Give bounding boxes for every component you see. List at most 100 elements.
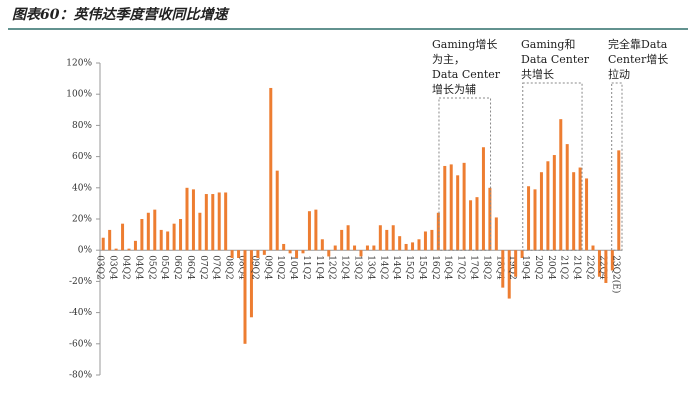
annotation-box <box>522 82 583 251</box>
bar <box>610 250 614 271</box>
x-tick-label: 17Q2 <box>456 255 466 280</box>
bar <box>559 119 563 251</box>
bar <box>121 223 125 251</box>
bar <box>295 250 299 258</box>
bar <box>546 161 550 251</box>
bar <box>481 147 485 251</box>
x-tick-label: 20Q4 <box>546 255 556 280</box>
bar <box>179 219 183 251</box>
y-tick-label: 120% <box>66 59 92 69</box>
annotation-box <box>438 97 492 251</box>
bar <box>140 219 144 251</box>
x-tick-label: 04Q4 <box>133 255 143 280</box>
bar <box>507 250 511 299</box>
x-tick-label: 19Q4 <box>520 255 530 280</box>
bar <box>475 197 479 251</box>
bar <box>191 189 195 251</box>
x-tick-label: 09Q4 <box>262 255 272 280</box>
chart-title: 图表60：英伟达季度营收同比增速 <box>12 6 230 23</box>
bar <box>494 217 498 251</box>
annotation: Center增长 <box>608 52 668 66</box>
bar <box>224 192 228 251</box>
bar <box>572 172 576 251</box>
bar <box>101 237 105 251</box>
annotation: 为主， <box>432 53 465 66</box>
bar <box>378 225 382 251</box>
bar <box>430 229 434 251</box>
bar <box>578 167 582 251</box>
x-tick-label: 21Q4 <box>572 255 582 280</box>
x-tick-label: 06Q4 <box>185 255 195 280</box>
bar <box>456 175 460 251</box>
x-tick-label: 19Q2 <box>507 255 517 280</box>
y-tick-label: -80% <box>69 371 92 381</box>
bar <box>211 194 215 251</box>
bar <box>249 250 253 318</box>
bar <box>372 245 376 251</box>
bar <box>436 212 440 251</box>
bar <box>237 250 241 258</box>
bar <box>269 87 273 251</box>
bar <box>333 245 337 251</box>
bar <box>301 250 305 254</box>
x-tick-label: 03Q2 <box>95 255 105 280</box>
y-tick-label: -20% <box>69 277 92 287</box>
annotation-box <box>611 82 623 251</box>
bar <box>565 144 569 251</box>
bar <box>198 212 202 251</box>
annotation: 拉动 <box>608 67 630 81</box>
x-tick-label: 21Q2 <box>559 255 569 280</box>
bar <box>346 225 350 251</box>
x-tick-label: 06Q2 <box>172 255 182 280</box>
bar <box>327 250 331 257</box>
bar <box>153 209 157 251</box>
x-tick-label: 08Q2 <box>224 255 234 280</box>
x-tick-label: 13Q4 <box>365 255 375 280</box>
x-tick-label: 23Q2(E) <box>610 255 621 293</box>
x-tick-label: 14Q2 <box>378 255 388 280</box>
x-tick-label: 10Q2 <box>275 255 285 280</box>
bar <box>597 250 601 277</box>
bar <box>108 229 112 251</box>
y-tick-label: 40% <box>72 183 92 193</box>
bar <box>539 172 543 251</box>
annotation: 共增长 <box>521 67 554 81</box>
bar <box>391 225 395 251</box>
bar <box>256 250 260 258</box>
bar <box>288 250 292 254</box>
bar <box>617 150 621 251</box>
bar <box>353 245 357 251</box>
y-tick-label: 20% <box>72 215 92 225</box>
bar <box>133 240 137 251</box>
x-tick-label: 15Q4 <box>417 255 427 280</box>
bar <box>172 223 176 251</box>
bar <box>514 250 518 277</box>
x-tick-label: 05Q2 <box>146 255 156 280</box>
x-tick-label: 22Q4 <box>597 255 607 280</box>
bar <box>217 192 221 251</box>
y-tick-label: 0% <box>78 246 93 256</box>
bar <box>385 229 389 251</box>
x-tick-label: 09Q2 <box>249 255 259 280</box>
x-tick-label: 11Q2 <box>301 255 311 280</box>
x-tick-label: 16Q2 <box>430 255 440 280</box>
x-tick-label: 04Q2 <box>121 255 131 280</box>
bar <box>411 242 415 251</box>
bar <box>359 250 363 257</box>
bar <box>307 211 311 251</box>
bar <box>166 231 170 251</box>
y-tick-label: 60% <box>72 152 92 162</box>
bar <box>552 155 556 251</box>
bar <box>527 186 531 251</box>
annotation: 增长为辅 <box>432 82 476 96</box>
bar <box>159 229 163 251</box>
bar <box>230 250 234 258</box>
x-tick-label: 14Q4 <box>391 255 401 280</box>
bar <box>262 250 266 255</box>
bar <box>204 194 208 251</box>
x-tick-label: 16Q4 <box>443 255 453 280</box>
x-tick-label: 12Q4 <box>340 255 350 280</box>
x-tick-label: 11Q4 <box>314 255 324 280</box>
bar <box>398 236 402 251</box>
annotation: Data Center <box>521 53 590 66</box>
